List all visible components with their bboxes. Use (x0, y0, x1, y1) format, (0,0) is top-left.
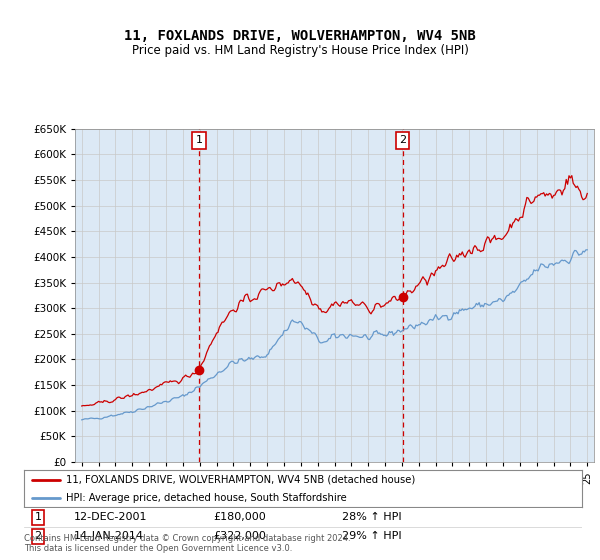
Text: 11, FOXLANDS DRIVE, WOLVERHAMPTON, WV4 5NB (detached house): 11, FOXLANDS DRIVE, WOLVERHAMPTON, WV4 5… (66, 474, 415, 484)
Text: Price paid vs. HM Land Registry's House Price Index (HPI): Price paid vs. HM Land Registry's House … (131, 44, 469, 57)
Text: 1: 1 (196, 136, 203, 146)
Text: Contains HM Land Registry data © Crown copyright and database right 2024.
This d: Contains HM Land Registry data © Crown c… (24, 534, 350, 553)
Text: 11, FOXLANDS DRIVE, WOLVERHAMPTON, WV4 5NB: 11, FOXLANDS DRIVE, WOLVERHAMPTON, WV4 5… (124, 29, 476, 44)
Text: 14-JAN-2014: 14-JAN-2014 (74, 531, 144, 542)
Text: £322,000: £322,000 (214, 531, 266, 542)
Text: 2: 2 (399, 136, 406, 146)
Text: HPI: Average price, detached house, South Staffordshire: HPI: Average price, detached house, Sout… (66, 493, 347, 503)
Text: £180,000: £180,000 (214, 512, 266, 522)
Text: 1: 1 (34, 512, 41, 522)
Text: 29% ↑ HPI: 29% ↑ HPI (342, 531, 401, 542)
Text: 12-DEC-2001: 12-DEC-2001 (74, 512, 148, 522)
Text: 28% ↑ HPI: 28% ↑ HPI (342, 512, 401, 522)
Text: 2: 2 (34, 531, 41, 542)
